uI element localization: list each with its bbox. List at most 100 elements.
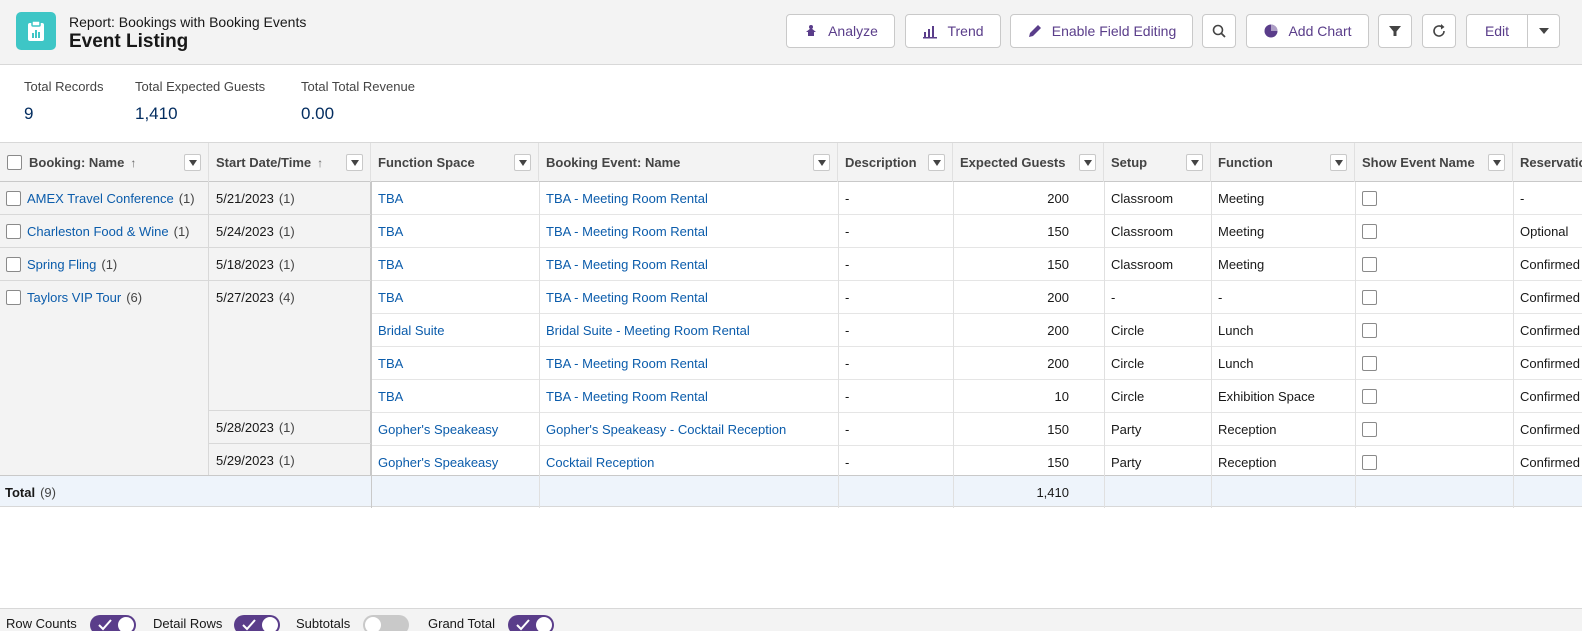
booking-event-link[interactable]: TBA - Meeting Room Rental	[546, 256, 708, 272]
show-event-name-checkbox[interactable]	[1362, 355, 1377, 371]
description-cell: -	[845, 421, 850, 437]
booking-event-link[interactable]: Gopher's Speakeasy - Cocktail Reception	[546, 421, 787, 437]
trend-button[interactable]: Trend	[905, 14, 1001, 48]
column-label: Setup	[1111, 155, 1148, 170]
show-event-name-checkbox[interactable]	[1362, 454, 1377, 470]
summary-label: Total Expected Guests	[135, 79, 266, 94]
show-event-name-checkbox[interactable]	[1362, 388, 1377, 404]
grand-total-toggle[interactable]	[508, 615, 554, 631]
show-event-name-checkbox[interactable]	[1362, 421, 1377, 437]
table-header: Booking: Name ↑ Start Date/Time ↑ Functi…	[0, 142, 1582, 182]
show-event-name-cell	[1355, 281, 1513, 313]
sort-ascending-icon: ↑	[130, 155, 137, 170]
date-group: 5/18/2023 (1)	[209, 248, 295, 280]
function-space-link[interactable]: TBA	[378, 256, 404, 272]
booking-event-link[interactable]: TBA - Meeting Room Rental	[546, 190, 708, 206]
refresh-button[interactable]	[1422, 14, 1456, 48]
function-space-link[interactable]: Gopher's Speakeasy	[378, 454, 499, 470]
column-menu-icon[interactable]	[1186, 154, 1203, 171]
function-space-link[interactable]: TBA	[378, 355, 404, 371]
total-expected-guests: 1,410	[1036, 484, 1069, 500]
booking-event-link[interactable]: TBA - Meeting Room Rental	[546, 388, 708, 404]
column-header-description[interactable]: Description	[838, 143, 953, 182]
booking-group[interactable]: Charleston Food & Wine (1)	[0, 215, 190, 247]
column-label: Expected Guests	[960, 155, 1066, 170]
column-menu-icon[interactable]	[813, 154, 830, 171]
column-header-reservation[interactable]: Reservatio	[1513, 143, 1582, 182]
table-row: Gopher's Speakeasy Cocktail Reception - 150…	[371, 446, 1582, 479]
booking-name-link[interactable]: Charleston Food & Wine	[27, 223, 169, 239]
booking-event-link[interactable]: TBA - Meeting Room Rental	[546, 223, 708, 239]
show-event-name-checkbox[interactable]	[1362, 322, 1377, 338]
function-space-link[interactable]: TBA	[378, 289, 404, 305]
date-group: 5/29/2023 (1)	[209, 444, 295, 476]
date-group: 5/21/2023 (1)	[209, 182, 295, 214]
analyze-button[interactable]: Analyze	[786, 14, 895, 48]
column-header-booking-name[interactable]: Booking: Name ↑	[0, 143, 209, 182]
add-chart-button[interactable]: Add Chart	[1246, 14, 1369, 48]
column-menu-icon[interactable]	[928, 154, 945, 171]
row-checkbox[interactable]	[6, 190, 21, 206]
column-menu-icon[interactable]	[184, 154, 201, 171]
row-checkbox[interactable]	[6, 223, 21, 239]
table-row: TBA TBA - Meeting Room Rental - 200 - - Confir…	[371, 281, 1582, 314]
column-menu-icon[interactable]	[1488, 154, 1505, 171]
description-cell: -	[845, 355, 850, 371]
column-header-function-space[interactable]: Function Space	[371, 143, 539, 182]
booking-event-link[interactable]: Cocktail Reception	[546, 454, 655, 470]
column-menu-icon[interactable]	[514, 154, 531, 171]
booking-group[interactable]: AMEX Travel Conference (1)	[0, 182, 195, 214]
column-header-expected-guests[interactable]: Expected Guests	[953, 143, 1104, 182]
enable-field-editing-button[interactable]: Enable Field Editing	[1010, 14, 1193, 48]
booking-event-link[interactable]: Bridal Suite - Meeting Room Rental	[546, 322, 750, 338]
row-checkbox[interactable]	[6, 256, 21, 272]
show-event-name-checkbox[interactable]	[1362, 256, 1377, 272]
function-space-link[interactable]: Bridal Suite	[378, 322, 445, 338]
column-header-setup[interactable]: Setup	[1104, 143, 1211, 182]
column-menu-icon[interactable]	[1330, 154, 1347, 171]
column-header-function[interactable]: Function	[1211, 143, 1355, 182]
booking-name-link[interactable]: Taylors VIP Tour	[27, 289, 122, 305]
function-cell: -	[1218, 289, 1223, 305]
report-footer: Row Counts Detail Rows Subtotals Grand T…	[0, 608, 1582, 631]
booking-event-link[interactable]: TBA - Meeting Room Rental	[546, 355, 708, 371]
pencil-icon	[1028, 25, 1041, 37]
group-count: (1)	[101, 256, 118, 272]
show-event-name-cell	[1355, 182, 1513, 214]
show-event-name-checkbox[interactable]	[1362, 190, 1377, 206]
search-button[interactable]	[1202, 14, 1236, 48]
filter-button[interactable]	[1378, 14, 1412, 48]
edit-button[interactable]: Edit	[1466, 14, 1528, 48]
function-space-link[interactable]: TBA	[378, 388, 404, 404]
analyze-button-label: Analyze	[828, 23, 878, 39]
column-header-show-event-name[interactable]: Show Event Name	[1355, 143, 1513, 182]
show-event-name-checkbox[interactable]	[1362, 289, 1377, 305]
select-all-checkbox[interactable]	[7, 155, 22, 170]
booking-event-link[interactable]: TBA - Meeting Room Rental	[546, 289, 708, 305]
column-header-booking-event-name[interactable]: Booking Event: Name	[539, 143, 838, 182]
subtotals-toggle[interactable]	[363, 615, 409, 631]
summary-value: 9	[24, 104, 34, 123]
booking-name-link[interactable]: AMEX Travel Conference	[27, 190, 174, 206]
row-counts-toggle[interactable]	[90, 615, 136, 631]
detail-rows-toggle[interactable]	[234, 615, 280, 631]
function-space-link[interactable]: TBA	[378, 190, 404, 206]
edit-dropdown-button[interactable]	[1527, 14, 1560, 48]
date-value: 5/24/2023	[216, 223, 274, 239]
summary-value: 1,410	[135, 104, 178, 123]
booking-group[interactable]: Spring Fling (1)	[0, 248, 117, 280]
function-space-link[interactable]: TBA	[378, 223, 404, 239]
column-menu-icon[interactable]	[346, 154, 363, 171]
column-menu-icon[interactable]	[1079, 154, 1096, 171]
report-icon	[16, 12, 56, 50]
booking-name-link[interactable]: Spring Fling	[27, 256, 97, 272]
detail-rows-label: Detail Rows	[153, 616, 223, 631]
row-checkbox[interactable]	[6, 289, 21, 305]
setup-cell: Circle	[1111, 322, 1145, 338]
booking-group[interactable]: Taylors VIP Tour (6)	[0, 281, 142, 313]
reservation-cell: Confirmed	[1520, 256, 1580, 272]
column-header-start-date[interactable]: Start Date/Time ↑	[209, 143, 371, 182]
grand-total-row: Total (9) 1,410	[0, 475, 1582, 507]
function-space-link[interactable]: Gopher's Speakeasy	[378, 421, 499, 437]
show-event-name-checkbox[interactable]	[1362, 223, 1377, 239]
